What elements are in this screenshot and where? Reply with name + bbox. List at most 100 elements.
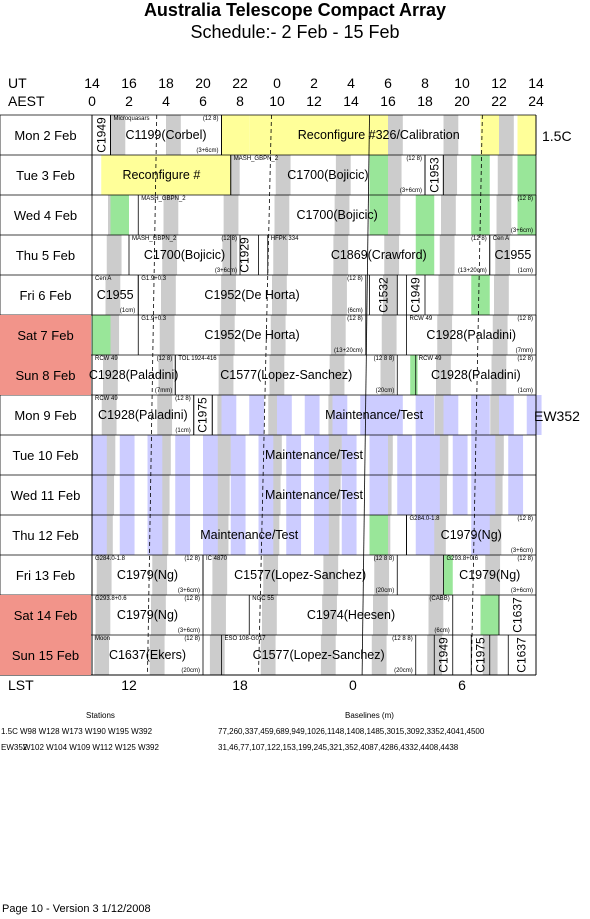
block-C1577b: C1577(Lopez-Sanchez) IC 4870 (12 8 8) (20cm… — [203, 555, 397, 595]
footer-config-1: 1.5C — [1, 727, 18, 736]
maint-band — [369, 475, 388, 515]
lst-band — [275, 155, 291, 195]
lst-band — [496, 195, 512, 235]
block-title: C1928(Paladini) — [98, 408, 188, 422]
block-array: (12 8) — [517, 516, 533, 522]
axis-tick: 2 — [310, 75, 318, 91]
block-C1955b: C1955 Cen A (1cm) — [92, 275, 138, 315]
block-title: C1637 — [510, 597, 525, 633]
axis-tick: 12 — [306, 93, 322, 109]
axis-tick: 22 — [491, 93, 507, 109]
block-band: (13+20cm) — [333, 348, 363, 354]
block-band: (3+6cm) — [510, 228, 533, 234]
axis-tick: 22 — [232, 75, 248, 91]
maint-band — [415, 395, 435, 435]
lst-band — [371, 635, 387, 675]
day-label: Thu 5 Feb — [15, 247, 76, 263]
block-source: NGC 55 — [252, 596, 274, 602]
block-title: C1979(Ng) — [459, 568, 521, 582]
footer-stations-1: W98 W128 W173 W190 W195 W392 — [20, 727, 153, 736]
block-array: (12 8) — [406, 156, 422, 162]
lst-band — [159, 315, 175, 355]
lst-band — [103, 355, 118, 395]
block-array: (12 8) — [347, 316, 363, 322]
block-band: (3+6cm) — [214, 268, 237, 274]
reconfig-band — [480, 115, 499, 155]
block-title: Reconfigure # — [122, 168, 201, 182]
lst-band — [437, 315, 453, 355]
aest-label: AEST — [8, 93, 45, 109]
block-source: G293.8+0.6 — [95, 596, 127, 602]
axis-tick: 12 — [121, 677, 137, 693]
block-title: C1928(Paladini) — [88, 368, 179, 382]
lst-band — [373, 595, 388, 635]
block-array: (12 8) — [517, 316, 533, 322]
block-C1928c: C1928(Paladini) RCW 49 (12 8) (1cm) — [416, 355, 536, 395]
day-label: Fri 6 Feb — [19, 287, 72, 303]
block-band: (7mm) — [515, 348, 533, 354]
lst-band — [260, 635, 276, 675]
block-band: (6cm) — [347, 308, 363, 314]
block-reconfT: Reconfigure # — [92, 155, 231, 195]
block-array: (12 8) — [517, 356, 533, 362]
lst-band — [428, 595, 444, 635]
block-C1949b: C1949 — [407, 275, 426, 315]
maint-band — [230, 515, 246, 555]
axis-tick: 4 — [162, 93, 170, 109]
block-source: G1.9+0.3 — [141, 316, 167, 322]
lst-band — [333, 235, 349, 275]
lst-band — [110, 115, 126, 155]
block-C1952a: C1952(De Horta) G1.9+0.3 (12 8) (6cm) — [138, 275, 366, 315]
lst-marker — [147, 114, 158, 676]
lst-band — [157, 395, 173, 435]
block-mt2: Maintenance/Test — [92, 435, 536, 475]
lst-band — [325, 475, 341, 515]
block-array: (12 8 8) — [392, 636, 413, 642]
maint-band — [277, 395, 292, 435]
block-array: (12 8) — [156, 356, 173, 362]
block-C1955a: C1955 Cen A (1cm) — [490, 235, 536, 275]
block-array: (12 8) — [471, 236, 487, 242]
block-C1637b: C1637(Ekers) Moon (12 8) (20cm) — [92, 635, 203, 675]
lst-band — [272, 275, 287, 315]
reconfig-band — [221, 115, 250, 155]
lst-band — [105, 275, 121, 315]
lst-zero-line — [361, 114, 370, 676]
block-source: HFPK 334 — [270, 236, 299, 242]
maint-band — [369, 435, 388, 475]
ut-label: UT — [8, 75, 27, 91]
block-band: (20cm) — [375, 588, 395, 594]
maint-band — [471, 515, 490, 555]
block-C1979a: C1979(Ng) G284.0-1.8 (12 8) (3+6cm) — [407, 515, 537, 555]
block-title: C1949 — [436, 637, 451, 673]
sun-band — [369, 195, 388, 235]
block-source: RCW 49 — [95, 396, 118, 402]
block-band: (3+6cm) — [510, 548, 533, 554]
lst-band — [212, 555, 228, 595]
block-band: (3+6cm) — [177, 588, 200, 594]
maint-band — [203, 475, 218, 515]
block-array: (12 8) — [202, 116, 219, 122]
block-C1949c: C1949 — [434, 635, 453, 675]
maint-band — [415, 475, 435, 515]
axis-tick: 20 — [454, 93, 470, 109]
page-subtitle: Schedule:- 2 Feb - 15 Feb — [190, 22, 400, 42]
stations-heading: Stations — [86, 711, 115, 720]
lst-label: LST — [8, 677, 34, 693]
lst-band — [216, 435, 231, 475]
axis-tick: 14 — [528, 75, 544, 91]
block-C1979d: C1979(Ng) G293.8+0.6 (12 8) (3+6cm) — [92, 595, 203, 635]
lst-band — [330, 315, 346, 355]
lst-band — [209, 635, 225, 675]
lst-band — [499, 115, 514, 155]
maint-band — [92, 435, 107, 475]
lst-band — [95, 595, 111, 635]
day-label: Mon 2 Feb — [14, 127, 77, 143]
axis-tick: 16 — [121, 75, 137, 91]
lst-band — [262, 595, 277, 635]
maint-band — [258, 435, 274, 475]
block-source: MASH_GBPN_2 — [141, 196, 186, 202]
sun-band — [92, 315, 111, 355]
block-source: G284.0-1.8 — [409, 516, 440, 522]
block-title: C1577(Lopez-Sanchez) — [220, 368, 353, 382]
